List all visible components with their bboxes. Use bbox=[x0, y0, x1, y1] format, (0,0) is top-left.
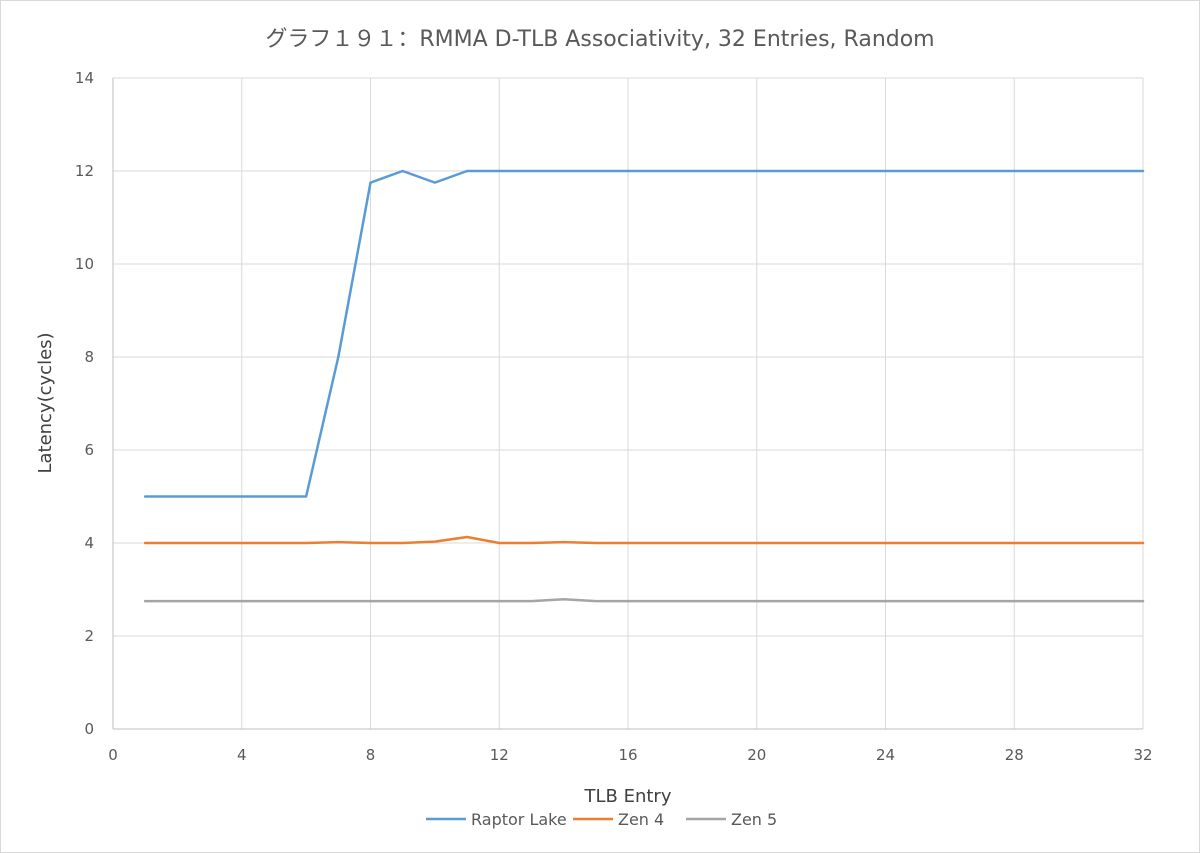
series-line-zen-4 bbox=[143, 535, 1145, 545]
y-tick-label: 12 bbox=[75, 162, 94, 180]
x-tick-label: 20 bbox=[747, 746, 766, 764]
x-tick-label: 8 bbox=[366, 746, 376, 764]
y-axis-title: Latency(cycles) bbox=[35, 332, 56, 473]
y-tick-label: 10 bbox=[75, 255, 94, 273]
legend-label: Zen 4 bbox=[618, 810, 664, 829]
x-tick-label: 16 bbox=[618, 746, 637, 764]
y-tick-label: 6 bbox=[84, 441, 94, 459]
series-line-zen-5 bbox=[143, 598, 1145, 603]
grid bbox=[113, 77, 1144, 729]
x-tick-label: 4 bbox=[237, 746, 247, 764]
legend-item-zen-5: Zen 5 bbox=[686, 810, 777, 829]
y-tick-label: 8 bbox=[84, 348, 94, 366]
legend-item-raptor-lake: Raptor Lake bbox=[426, 810, 567, 829]
legend: Raptor Lake Zen 4 Zen 5 bbox=[426, 810, 777, 829]
series-line-raptor-lake bbox=[143, 169, 1145, 498]
legend-item-zen-4: Zen 4 bbox=[573, 810, 664, 829]
legend-label: Raptor Lake bbox=[471, 810, 567, 829]
y-tick-label: 14 bbox=[75, 69, 94, 87]
y-tick-label: 0 bbox=[84, 720, 94, 738]
series-lines bbox=[143, 169, 1145, 603]
x-axis-title: TLB Entry bbox=[584, 786, 672, 807]
x-tick-label: 28 bbox=[1005, 746, 1024, 764]
chart-title: グラフ１９１：RMMA D-TLB Associativity, 32 Entr… bbox=[265, 27, 934, 52]
x-tick-label: 12 bbox=[490, 746, 509, 764]
x-tick-label: 32 bbox=[1133, 746, 1152, 764]
y-tick-label: 4 bbox=[84, 534, 94, 552]
x-tick-label: 0 bbox=[108, 746, 118, 764]
legend-label: Zen 5 bbox=[731, 810, 777, 829]
y-tick-label: 2 bbox=[84, 627, 94, 645]
x-tick-label: 24 bbox=[876, 746, 895, 764]
